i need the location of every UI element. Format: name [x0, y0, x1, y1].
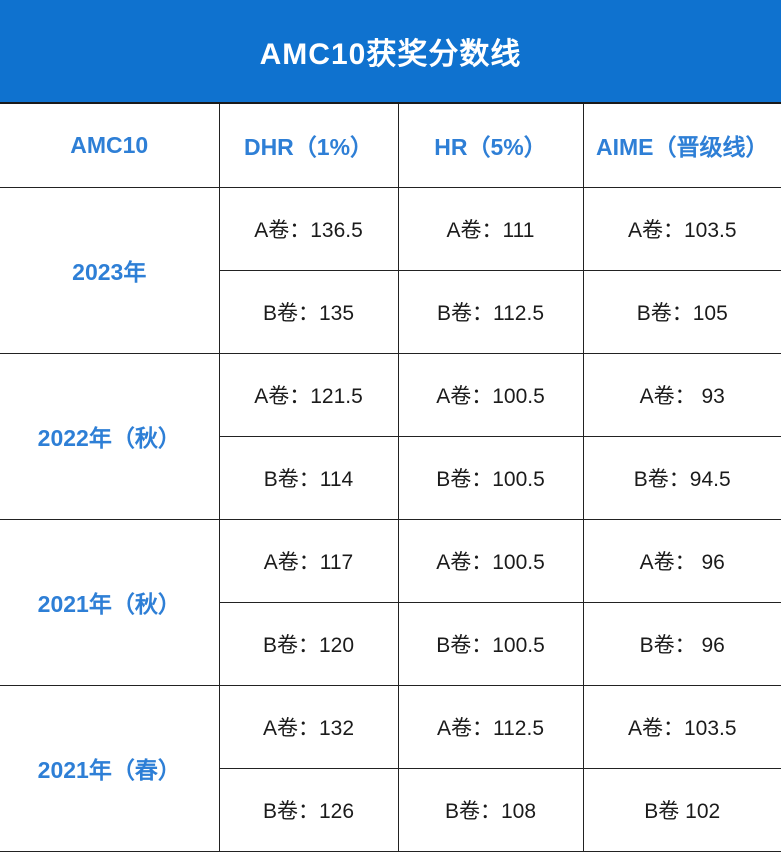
dhr-score-cell: B卷：126: [218, 767, 399, 852]
hr-score-cell: A卷：100.5: [397, 518, 584, 603]
hr-score-cell: A卷：111: [397, 186, 584, 271]
year-label: 2021年（秋）: [0, 518, 220, 686]
aime-score-cell: A卷：103.5: [582, 186, 781, 271]
aime-score-cell: B卷：94.5: [582, 435, 781, 520]
dhr-score-cell: A卷：121.5: [218, 352, 399, 437]
table-row: 2021年（春） A卷：132 A卷：112.5 A卷：103.5: [0, 684, 781, 852]
aime-score-cell: A卷： 96: [582, 518, 781, 603]
table-row: B卷：114 B卷：100.5 B卷：94.5: [0, 435, 781, 520]
table-row: 2022年（秋） A卷：121.5 A卷：100.5 A卷： 93: [0, 352, 781, 520]
dhr-score-cell: A卷：132: [218, 684, 399, 769]
header-dhr: DHR（1%）: [218, 104, 399, 188]
page-title: AMC10获奖分数线: [259, 38, 522, 71]
aime-score-cell: A卷： 93: [582, 352, 781, 437]
score-table: AMC10 DHR（1%） HR（5%） AIME（晋级线） 2023年 A卷：…: [0, 104, 781, 852]
hr-score-cell: B卷：100.5: [397, 435, 584, 520]
header-aime: AIME（晋级线）: [582, 104, 781, 188]
aime-score-cell: B卷 102: [582, 767, 781, 852]
table-row: 2021年（秋） A卷：117 A卷：100.5 A卷： 96: [0, 518, 781, 686]
dhr-score-cell: B卷：120: [218, 601, 399, 686]
hr-score-cell: A卷：100.5: [397, 352, 584, 437]
hr-score-cell: A卷：112.5: [397, 684, 584, 769]
year-label: 2021年（春）: [0, 684, 220, 852]
hr-score-cell: B卷：108: [397, 767, 584, 852]
header-row: AMC10 DHR（1%） HR（5%） AIME（晋级线）: [0, 104, 781, 188]
aime-score-cell: B卷： 96: [582, 601, 781, 686]
dhr-score-cell: A卷：136.5: [218, 186, 399, 271]
hr-score-cell: B卷：100.5: [397, 601, 584, 686]
header-amc10: AMC10: [0, 104, 220, 188]
dhr-score-cell: B卷：114: [218, 435, 399, 520]
aime-score-cell: A卷：103.5: [582, 684, 781, 769]
header-hr: HR（5%）: [397, 104, 584, 188]
table-row: B卷：120 B卷：100.5 B卷： 96: [0, 601, 781, 686]
hr-score-cell: B卷：112.5: [397, 269, 584, 354]
table-row: 2023年 A卷：136.5 A卷：111 A卷：103.5: [0, 186, 781, 354]
year-label: 2022年（秋）: [0, 352, 220, 520]
dhr-score-cell: A卷：117: [218, 518, 399, 603]
dhr-score-cell: B卷：135: [218, 269, 399, 354]
table-row: B卷：126 B卷：108 B卷 102: [0, 767, 781, 852]
year-label: 2023年: [0, 186, 220, 354]
aime-score-cell: B卷：105: [582, 269, 781, 354]
title-banner: AMC10获奖分数线: [0, 0, 781, 104]
